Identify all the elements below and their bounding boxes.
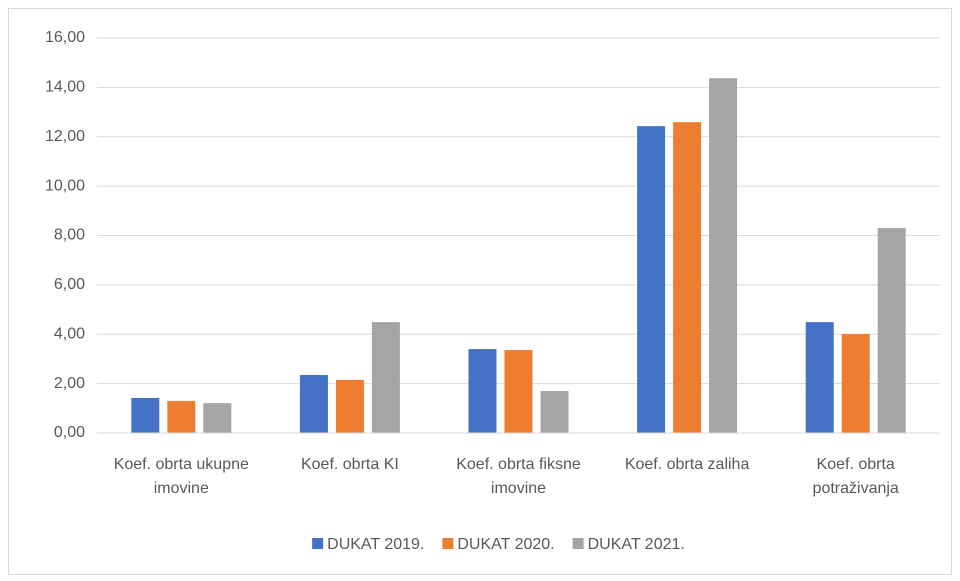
x-tick-label: Koef. obrta fiksne imovine [456,456,581,497]
bar [877,228,906,433]
legend-swatch [572,538,584,549]
x-tick-label: Koef. obrta KI [300,456,399,473]
bar [371,322,400,433]
legend-swatch [312,538,324,549]
bar [131,397,160,433]
bar [805,322,834,433]
y-tick-label: 14,00 [45,79,85,96]
y-tick-label: 8,00 [54,227,85,244]
y-tick-label: 12,00 [45,128,85,145]
bar [673,122,702,433]
x-tick-label: Koef. obrta potraživanja [812,456,899,497]
y-tick-label: 10,00 [45,177,85,194]
bar [335,379,364,433]
x-tick-label: Koef. obrta ukupne imovine [113,456,249,497]
x-tick-label: Koef. obrta zaliha [624,456,750,473]
bar [167,400,196,433]
y-tick-label: 4,00 [54,325,85,342]
legend-label: DUKAT 2019. [327,536,424,553]
legend-label: DUKAT 2020. [457,536,554,553]
bar [637,126,666,434]
y-tick-label: 0,00 [54,424,85,441]
bar [468,349,497,433]
bar [203,403,232,433]
bar [504,350,533,433]
chart-border [8,8,952,575]
bar [709,78,738,433]
bar [299,374,328,433]
bar [841,334,870,433]
y-tick-label: 2,00 [54,375,85,392]
legend-label: DUKAT 2021. [588,536,685,553]
y-tick-label: 6,00 [54,276,85,293]
bar [540,391,569,433]
legend-swatch [442,538,454,549]
y-tick-label: 16,00 [45,29,85,46]
